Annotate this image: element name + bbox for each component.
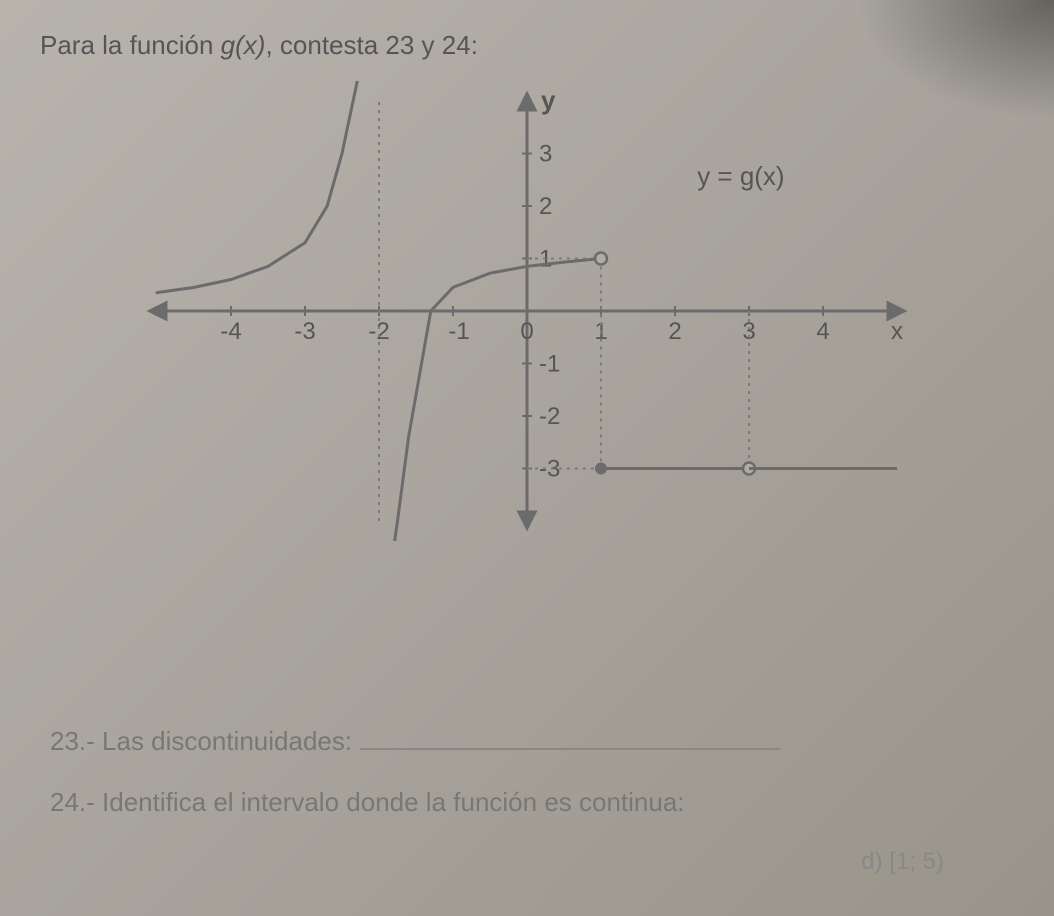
- svg-text:0: 0: [520, 318, 533, 345]
- q23-label: 23.- Las discontinuidades:: [50, 726, 352, 757]
- svg-text:3: 3: [539, 141, 552, 168]
- svg-text:x: x: [891, 318, 903, 345]
- instruction-func: g(x): [221, 30, 266, 60]
- function-chart: -4-3-201234-1x-3-2-1123yy = g(x): [137, 81, 917, 541]
- instruction-suffix: , contesta 23 y 24:: [265, 30, 477, 60]
- q23-blank: [360, 721, 780, 750]
- chart-svg: -4-3-201234-1x-3-2-1123yy = g(x): [137, 81, 917, 541]
- svg-text:-3: -3: [539, 456, 560, 483]
- svg-text:-1: -1: [539, 351, 560, 378]
- svg-text:-2: -2: [368, 318, 389, 345]
- svg-text:-4: -4: [220, 318, 241, 345]
- svg-text:4: 4: [816, 318, 829, 345]
- svg-text:2: 2: [539, 193, 552, 220]
- svg-text:2: 2: [668, 318, 681, 345]
- option-row: d) [1; 5): [50, 848, 1004, 876]
- svg-text:-2: -2: [539, 403, 560, 430]
- svg-text:-3: -3: [294, 318, 315, 345]
- svg-text:-1: -1: [448, 318, 469, 345]
- svg-text:y = g(x): y = g(x): [697, 161, 784, 191]
- svg-text:3: 3: [742, 318, 755, 345]
- instruction-prefix: Para la función: [40, 30, 221, 60]
- svg-text:y: y: [541, 85, 556, 115]
- question-23: 23.- Las discontinuidades:: [50, 721, 1004, 757]
- instruction-text: Para la función g(x), contesta 23 y 24:: [40, 30, 1014, 61]
- q24-label: 24.- Identifica el intervalo donde la fu…: [50, 787, 685, 817]
- option-d: d) [1; 5): [861, 848, 944, 876]
- question-24: 24.- Identifica el intervalo donde la fu…: [50, 787, 1004, 818]
